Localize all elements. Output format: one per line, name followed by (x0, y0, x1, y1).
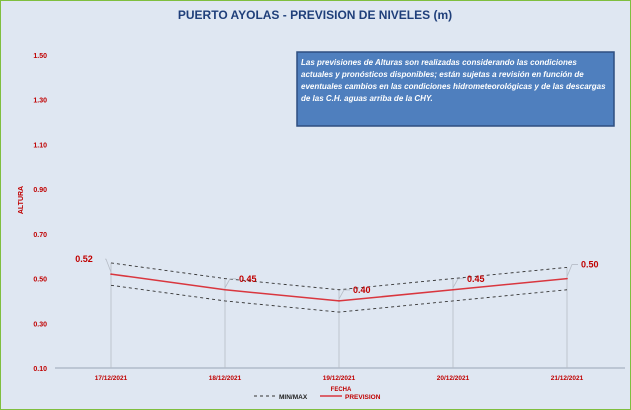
y-axis-title: ALTURA (18, 186, 25, 214)
note-text: Las previsiones de Alturas son realizada… (301, 58, 606, 103)
series-max-line (110, 262, 568, 291)
y-tick-label: 1.30 (33, 98, 47, 105)
data-label-leader (452, 278, 464, 288)
prevision-point (110, 273, 112, 275)
data-label: 0.52 (75, 254, 93, 264)
data-label-leader (224, 278, 236, 288)
x-tick-label: 19/12/2021 (323, 375, 356, 382)
y-tick-label: 1.10 (33, 142, 47, 149)
x-tick-label: 21/12/2021 (551, 375, 584, 382)
prevision-point (452, 288, 454, 291)
prevision-point (338, 300, 340, 302)
series-min-line (110, 284, 568, 313)
data-label: 0.45 (467, 274, 485, 284)
y-tick-label: 1.50 (33, 53, 47, 60)
y-tick-label: 0.30 (33, 321, 47, 328)
x-tick-label: 18/12/2021 (209, 375, 242, 382)
y-tick-label: 0.50 (33, 277, 47, 284)
x-tick-label: 20/12/2021 (437, 375, 470, 382)
data-label: 0.50 (581, 260, 599, 270)
legend-prevision-label: PREVISION (345, 394, 381, 401)
data-label: 0.40 (353, 285, 371, 295)
y-tick-label: 0.90 (33, 187, 47, 194)
legend-minmax-label: MIN/MAX (279, 394, 308, 401)
note-text-container: Las previsiones de Alturas son realizada… (301, 58, 606, 103)
y-tick-label: 0.70 (33, 232, 47, 239)
prevision-point (566, 277, 568, 280)
data-label-leader (105, 258, 112, 273)
x-axis-title: FECHA (331, 387, 352, 393)
note-box (296, 51, 615, 127)
prevision-point (224, 288, 226, 291)
y-tick-label: 0.10 (33, 366, 47, 373)
x-tick-label: 17/12/2021 (95, 375, 128, 382)
data-label-leader (338, 289, 350, 300)
chart-title: PUERTO AYOLAS - PREVISION DE NIVELES (m) (178, 8, 452, 22)
data-label-leader (566, 264, 578, 277)
data-label: 0.45 (239, 274, 257, 284)
